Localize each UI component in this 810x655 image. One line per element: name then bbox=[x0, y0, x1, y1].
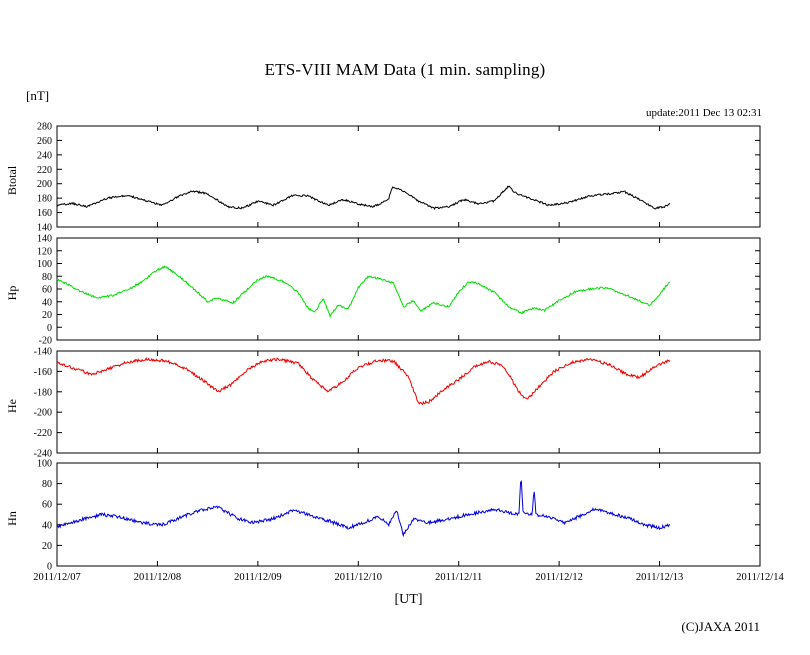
x-unit-label: [UT] bbox=[394, 592, 423, 607]
ytick-label: 140 bbox=[37, 234, 52, 245]
ytick-label: 40 bbox=[42, 520, 52, 531]
xtick-label: 2011/12/07 bbox=[33, 572, 80, 583]
ytick-label: 60 bbox=[42, 500, 52, 511]
xtick-label: 2011/12/09 bbox=[234, 572, 281, 583]
ytick-label: 160 bbox=[37, 208, 52, 219]
axis-label-He: He bbox=[5, 399, 19, 413]
ytick-label: 80 bbox=[42, 479, 52, 490]
ytick-label: 0 bbox=[47, 323, 52, 334]
ytick-label: 280 bbox=[37, 122, 52, 133]
ytick-label: -140 bbox=[34, 347, 52, 358]
ytick-label: 180 bbox=[37, 194, 52, 205]
ytick-label: 20 bbox=[42, 541, 52, 552]
ytick-label: 220 bbox=[37, 165, 52, 176]
ytick-label: 80 bbox=[42, 272, 52, 283]
ytick-label: 60 bbox=[42, 285, 52, 296]
ytick-label: 100 bbox=[37, 459, 52, 470]
ytick-label: 40 bbox=[42, 297, 52, 308]
series-line-Hn bbox=[56, 480, 671, 538]
ytick-label: -200 bbox=[34, 408, 52, 419]
xtick-label: 2011/12/11 bbox=[435, 572, 482, 583]
ytick-label: 240 bbox=[37, 150, 52, 161]
series-line-He bbox=[56, 356, 671, 406]
axis-label-Hn: Hn bbox=[5, 511, 19, 526]
ytick-label: 100 bbox=[37, 259, 52, 270]
ytick-label: -160 bbox=[34, 367, 52, 378]
y-unit-label: [nT] bbox=[26, 88, 50, 103]
xtick-label: 2011/12/13 bbox=[636, 572, 683, 583]
panel-frame-Hn bbox=[56, 462, 761, 567]
ytick-label: 0 bbox=[47, 562, 52, 573]
ytick-label: -240 bbox=[34, 449, 52, 460]
chart-title: ETS-VIII MAM Data (1 min. sampling) bbox=[264, 60, 546, 79]
series-line-Btotal bbox=[56, 185, 671, 211]
ytick-label: 200 bbox=[37, 179, 52, 190]
ytick-label: -180 bbox=[34, 387, 52, 398]
xtick-label: 2011/12/08 bbox=[134, 572, 181, 583]
copyright-label: (C)JAXA 2011 bbox=[681, 619, 760, 634]
axis-label-Hp: Hp bbox=[5, 286, 19, 301]
ytick-label: 20 bbox=[42, 310, 52, 321]
xtick-label: 2011/12/10 bbox=[335, 572, 382, 583]
ytick-label: -220 bbox=[34, 428, 52, 439]
update-timestamp: update:2011 Dec 13 02:31 bbox=[646, 107, 762, 119]
axis-label-Btotal: Btotal bbox=[5, 165, 19, 195]
panel-frame-He bbox=[56, 350, 761, 454]
panel-frame-Hp bbox=[56, 237, 761, 341]
ytick-label: 120 bbox=[37, 246, 52, 257]
ytick-label: 260 bbox=[37, 136, 52, 147]
panel-frame-Btotal bbox=[56, 125, 761, 228]
series-line-Hp bbox=[56, 265, 671, 319]
xtick-label: 2011/12/14 bbox=[736, 572, 784, 583]
ytick-label: -20 bbox=[39, 336, 52, 347]
ytick-label: 140 bbox=[37, 223, 52, 234]
xtick-label: 2011/12/12 bbox=[535, 572, 582, 583]
